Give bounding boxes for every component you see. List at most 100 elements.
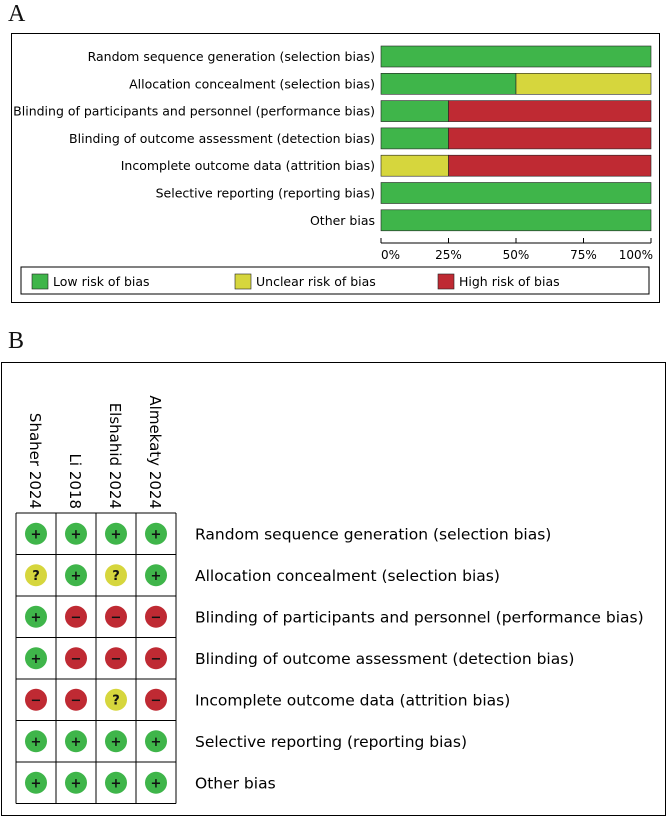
judgement-dot-high: [105, 605, 127, 628]
judgement-dot-low: [65, 522, 87, 545]
judgement-symbol: +: [151, 735, 162, 750]
judgement-symbol: +: [71, 569, 82, 584]
bar-segment-high: [448, 154, 652, 177]
legend-label: Unclear risk of bias: [256, 274, 376, 289]
category-label: Selective reporting (reporting bias): [156, 186, 375, 201]
judgement-dot-low: [25, 730, 47, 753]
judgement-symbol: +: [111, 776, 122, 791]
judgement-dot-low: [25, 522, 47, 545]
judgement-dot-low: [25, 771, 47, 794]
domain-label: Allocation concealment (selection bias): [195, 567, 500, 585]
legend-swatch-low: [31, 273, 49, 290]
judgement-dot-low: [145, 730, 167, 753]
domain-label: Other bias: [195, 774, 276, 792]
risk-of-bias-graph-svg: Random sequence generation (selection bi…: [13, 45, 653, 295]
judgement-dot-high: [145, 688, 167, 711]
category-label: Allocation concealment (selection bias): [129, 76, 375, 91]
domain-label: Blinding of participants and personnel (…: [195, 608, 644, 626]
judgement-symbol: −: [151, 652, 162, 667]
legend-swatch-unclear: [234, 273, 252, 290]
risk-of-bias-summary: Shaher 2024 Li 2018 Elshahid 2024 Almekaty …: [1, 362, 666, 816]
judgement-symbol: +: [31, 610, 42, 625]
domain-label: Blinding of outcome assessment (detectio…: [195, 650, 574, 668]
bar-segment-low: [380, 72, 517, 95]
x-tick-label: 0%: [381, 248, 400, 262]
bar-segment-low: [380, 209, 652, 232]
judgement-dot-unclear: [25, 564, 47, 587]
judgement-dot-high: [65, 605, 87, 628]
judgement-dot-low: [65, 771, 87, 794]
judgement-symbol: +: [71, 776, 82, 791]
bar-segment-low: [380, 45, 652, 68]
legend-label: High risk of bias: [459, 274, 560, 289]
bar-segment-high: [448, 100, 652, 122]
category-label: Blinding of outcome assessment (detectio…: [69, 131, 375, 146]
judgement-dot-low: [105, 730, 127, 753]
judgement-symbol: +: [31, 735, 42, 750]
judgement-symbol: ?: [112, 693, 120, 708]
judgement-symbol: −: [71, 693, 82, 708]
domain-label: Selective reporting (reporting bias): [195, 733, 467, 751]
judgement-symbol: −: [111, 610, 122, 625]
x-tick-label: 50%: [503, 248, 530, 262]
judgement-dot-high: [65, 688, 87, 711]
bar-segment-low: [380, 127, 449, 150]
study-label: Almekaty 2024: [146, 395, 164, 509]
judgement-symbol: −: [71, 610, 82, 625]
judgement-symbol: +: [71, 527, 82, 542]
judgement-symbol: +: [31, 527, 42, 542]
judgement-symbol: +: [31, 652, 42, 667]
category-label: Random sequence generation (selection bi…: [88, 49, 375, 64]
bar-segment-unclear: [380, 154, 449, 177]
judgement-symbol: −: [151, 610, 162, 625]
risk-of-bias-graph: Random sequence generation (selection bi…: [11, 33, 660, 303]
judgement-dot-high: [25, 688, 47, 711]
bar-segment-unclear: [515, 72, 652, 95]
judgement-symbol: −: [111, 652, 122, 667]
judgement-dot-high: [145, 647, 167, 670]
domain-label: Random sequence generation (selection bi…: [195, 525, 551, 543]
judgement-dot-low: [25, 605, 47, 628]
judgement-symbol: +: [151, 527, 162, 542]
judgement-symbol: +: [111, 735, 122, 750]
judgement-symbol: +: [151, 569, 162, 584]
panel-a-label: A: [8, 1, 26, 27]
judgement-dot-low: [145, 564, 167, 587]
judgement-symbol: −: [71, 652, 82, 667]
judgement-symbol: +: [31, 776, 42, 791]
bar-segment-low: [380, 100, 449, 122]
category-label: Blinding of participants and personnel (…: [13, 104, 375, 119]
judgement-symbol: ?: [32, 569, 40, 584]
legend-label: Low risk of bias: [53, 274, 150, 289]
bar-segment-low: [380, 182, 652, 204]
category-label: Other bias: [310, 213, 375, 228]
judgement-symbol: +: [71, 735, 82, 750]
x-tick-label: 25%: [435, 248, 462, 262]
judgement-symbol: −: [151, 693, 162, 708]
judgement-dot-unclear: [105, 688, 127, 711]
judgement-symbol: ?: [112, 569, 120, 584]
judgement-dot-low: [105, 771, 127, 794]
judgement-dot-low: [65, 730, 87, 753]
judgement-dot-low: [105, 522, 127, 545]
legend-box: [20, 266, 650, 295]
study-label: Elshahid 2024: [106, 403, 124, 509]
bar-segment-high: [448, 127, 652, 150]
judgement-dot-low: [145, 771, 167, 794]
judgement-dot-high: [65, 647, 87, 670]
judgement-symbol: +: [111, 527, 122, 542]
study-label: Shaher 2024: [26, 413, 44, 509]
panel-b-label: B: [8, 328, 25, 354]
domain-label: Incomplete outcome data (attrition bias): [195, 691, 510, 709]
judgement-symbol: +: [151, 776, 162, 791]
x-tick-label: 75%: [570, 248, 597, 262]
judgement-dot-high: [105, 647, 127, 670]
legend-swatch-high: [437, 273, 455, 290]
judgement-dot-low: [65, 564, 87, 587]
judgement-dot-low: [25, 647, 47, 670]
judgement-dot-unclear: [105, 564, 127, 587]
category-label: Incomplete outcome data (attrition bias): [121, 158, 375, 173]
study-label: Li 2018: [66, 454, 84, 509]
judgement-dot-low: [145, 522, 167, 545]
judgement-symbol: −: [31, 693, 42, 708]
